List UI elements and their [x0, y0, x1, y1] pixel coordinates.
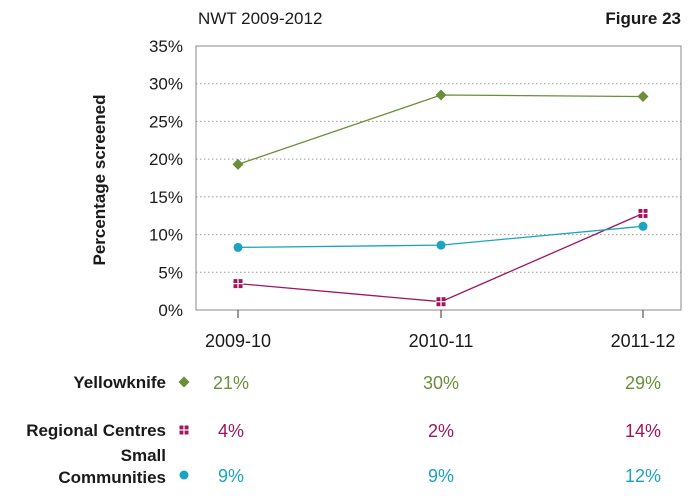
table-cell-value: 2%: [428, 421, 454, 441]
data-point: [233, 242, 243, 252]
table-row-label: Yellowknife: [73, 373, 166, 392]
figure-label: Figure 23: [605, 9, 681, 28]
data-point: [637, 91, 649, 103]
plot-area-frame: [195, 45, 682, 311]
table-cell-value: 14%: [625, 421, 661, 441]
x-axis-ticks: 2009-10 2010-11 2011-12: [205, 310, 675, 351]
legend-marker: [179, 470, 189, 480]
y-tick-label: 30%: [149, 75, 183, 94]
y-tick-label: 0%: [158, 301, 183, 320]
table-row-label: Communities: [58, 468, 166, 487]
legend-marker: [178, 376, 190, 388]
table-cell-value: 29%: [625, 373, 661, 393]
y-tick-label: 35%: [149, 37, 183, 56]
chart-subtitle: NWT 2009-2012: [198, 9, 322, 28]
x-tick-label: 2011-12: [611, 331, 676, 351]
table-row-label: Small: [121, 446, 166, 465]
table-cell-value: 9%: [218, 466, 244, 486]
y-tick-label: 15%: [149, 188, 183, 207]
data-table: Yellowknife 21% 30% 29% Regional Centres 4% 2%…: [26, 373, 661, 487]
y-tick-label: 10%: [149, 226, 183, 245]
y-tick-label: 25%: [149, 112, 183, 131]
series-layer: [232, 89, 649, 308]
y-axis-ticks: 0% 5% 10% 15% 20% 25% 30% 35%: [149, 37, 183, 320]
table-cell-value: 4%: [218, 421, 244, 441]
x-tick-label: 2009-10: [205, 331, 271, 351]
y-tick-label: 5%: [158, 263, 183, 282]
gridlines: [196, 83, 681, 273]
y-axis-title: Percentage screened: [90, 94, 109, 265]
table-cell-value: 21%: [213, 373, 249, 393]
series-line: [237, 212, 644, 303]
data-point: [436, 240, 446, 250]
x-tick-label: 2010-11: [409, 331, 474, 351]
y-tick-label: 20%: [149, 150, 183, 169]
data-point: [435, 89, 447, 101]
data-point: [638, 221, 648, 231]
table-cell-value: 12%: [625, 466, 661, 486]
table-row-label: Regional Centres: [26, 421, 166, 440]
table-cell-value: 30%: [423, 373, 459, 393]
series-line: [237, 94, 644, 166]
data-point: [232, 158, 244, 170]
table-cell-value: 9%: [428, 466, 454, 486]
